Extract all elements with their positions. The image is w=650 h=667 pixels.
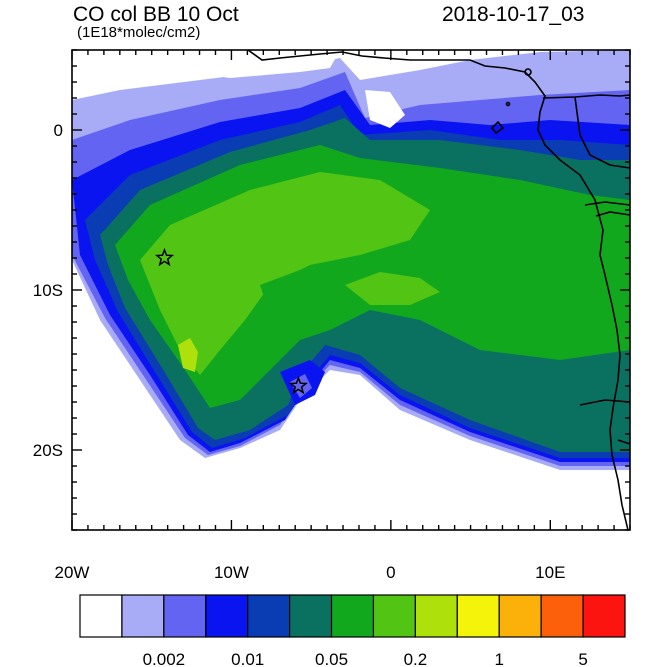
y-tick-label: 0 [54, 121, 63, 140]
axis-tick-labels: 20W 10W 0 10E 0 10S 20S [33, 121, 566, 582]
plot-title: CO col BB 10 Oct [73, 3, 239, 26]
colorbar-swatch [456, 594, 500, 638]
colorbar-label: 1 [494, 650, 503, 667]
colorbar-label: 0.01 [231, 650, 264, 667]
colorbar-swatch [163, 594, 207, 638]
colorbar-label: 0.002 [143, 650, 186, 667]
colorbar-swatch [372, 594, 416, 638]
colorbar-swatch [414, 594, 458, 638]
colorbar-swatch [205, 594, 249, 638]
x-tick-label: 20W [55, 563, 90, 582]
site-markers [154, 247, 308, 395]
colorbar-swatch [498, 594, 542, 638]
colorbar-swatch [582, 594, 626, 638]
x-tick-label: 0 [386, 563, 395, 582]
colorbar-swatch [247, 594, 291, 638]
colorbar-swatch [79, 594, 123, 638]
y-tick-label: 20S [33, 441, 63, 460]
colorbar-swatch [330, 594, 375, 638]
colorbar-swatch [289, 594, 333, 638]
plot-datetime: 2018-10-17_03 [442, 3, 585, 26]
colorbar-label: 0.05 [315, 650, 348, 667]
contour-level-7-patch [345, 272, 440, 305]
x-tick-label: 10W [214, 563, 249, 582]
contour-level-0-notch [365, 90, 405, 128]
contour-level-2-patch [290, 374, 312, 398]
co-field [72, 50, 630, 530]
x-tick-label: 10E [535, 563, 565, 582]
colorbar-swatch [540, 594, 584, 638]
contour-level-6-pocket [260, 270, 330, 312]
plot-units: (1E18*molec/cm2) [77, 24, 201, 41]
colorbar-swatch [121, 594, 165, 638]
colorbar-label: 5 [578, 650, 587, 667]
contour-level-8 [178, 338, 198, 372]
colorbar-label: 0.2 [404, 650, 428, 667]
coastline [247, 50, 630, 530]
star-marker-south [288, 375, 308, 395]
colorbar: 0.002 0.01 0.05 0.2 1 5 [79, 594, 626, 667]
contour-level-7 [140, 172, 430, 375]
y-tick-label: 10S [33, 281, 63, 300]
axis-ticks [71, 49, 631, 531]
contour-level-0-notch-n [180, 50, 340, 78]
star-marker-west [154, 247, 175, 267]
